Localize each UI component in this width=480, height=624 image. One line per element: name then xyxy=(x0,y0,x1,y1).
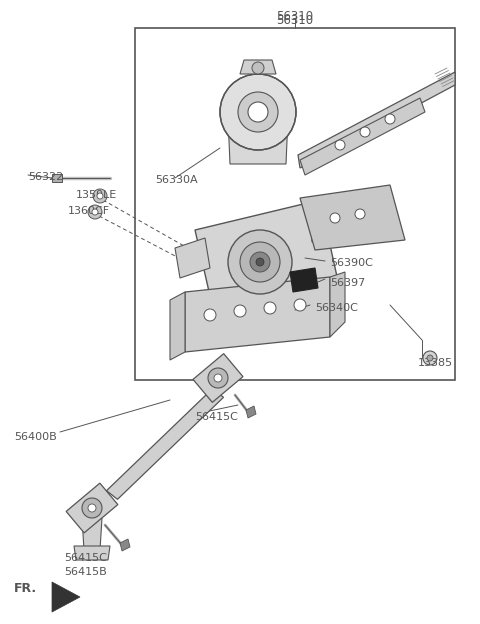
Text: 56390C: 56390C xyxy=(330,258,373,268)
Circle shape xyxy=(228,230,292,294)
Polygon shape xyxy=(246,406,256,418)
Polygon shape xyxy=(193,354,243,402)
Circle shape xyxy=(385,114,395,124)
Polygon shape xyxy=(300,98,425,175)
Polygon shape xyxy=(82,518,102,550)
Polygon shape xyxy=(310,205,362,242)
Circle shape xyxy=(234,305,246,317)
Polygon shape xyxy=(330,272,345,337)
Polygon shape xyxy=(52,582,80,612)
Circle shape xyxy=(220,74,296,150)
Circle shape xyxy=(82,498,102,518)
Circle shape xyxy=(335,140,345,150)
Text: 56415B: 56415B xyxy=(64,567,107,577)
Text: 56400B: 56400B xyxy=(14,432,57,442)
Circle shape xyxy=(250,252,270,272)
Polygon shape xyxy=(52,174,62,182)
Text: 56310: 56310 xyxy=(276,14,313,27)
Circle shape xyxy=(240,242,280,282)
Polygon shape xyxy=(120,539,130,551)
Text: 56340C: 56340C xyxy=(315,303,358,313)
Circle shape xyxy=(238,92,278,132)
Polygon shape xyxy=(175,238,210,278)
Text: 56397: 56397 xyxy=(330,278,365,288)
Polygon shape xyxy=(290,268,318,292)
Circle shape xyxy=(355,209,365,219)
Polygon shape xyxy=(107,389,224,499)
Circle shape xyxy=(427,355,433,361)
Circle shape xyxy=(214,374,222,382)
Circle shape xyxy=(423,351,437,365)
Circle shape xyxy=(208,368,228,388)
Circle shape xyxy=(204,309,216,321)
Circle shape xyxy=(93,189,107,203)
Text: 56415C: 56415C xyxy=(64,553,107,563)
Circle shape xyxy=(330,213,340,223)
Polygon shape xyxy=(170,292,185,360)
Circle shape xyxy=(248,102,268,122)
Polygon shape xyxy=(185,277,330,352)
Circle shape xyxy=(88,504,96,512)
Bar xyxy=(135,28,455,380)
Circle shape xyxy=(360,127,370,137)
Text: 56310: 56310 xyxy=(276,10,313,23)
Text: 1360CF: 1360CF xyxy=(68,206,110,216)
Circle shape xyxy=(256,258,264,266)
Text: 13385: 13385 xyxy=(418,358,453,368)
Circle shape xyxy=(88,205,102,219)
Polygon shape xyxy=(300,185,405,250)
Polygon shape xyxy=(228,117,288,164)
Circle shape xyxy=(97,193,103,199)
Text: 56415C: 56415C xyxy=(195,412,238,422)
Polygon shape xyxy=(240,60,276,74)
Polygon shape xyxy=(66,483,118,533)
Polygon shape xyxy=(195,200,340,318)
Text: 56322: 56322 xyxy=(28,172,63,182)
Text: 1350LE: 1350LE xyxy=(76,190,117,200)
Polygon shape xyxy=(74,546,110,560)
Circle shape xyxy=(264,302,276,314)
Circle shape xyxy=(92,209,98,215)
Polygon shape xyxy=(298,72,455,168)
Circle shape xyxy=(294,299,306,311)
Text: 56330A: 56330A xyxy=(155,175,198,185)
Circle shape xyxy=(252,62,264,74)
Text: FR.: FR. xyxy=(14,582,37,595)
